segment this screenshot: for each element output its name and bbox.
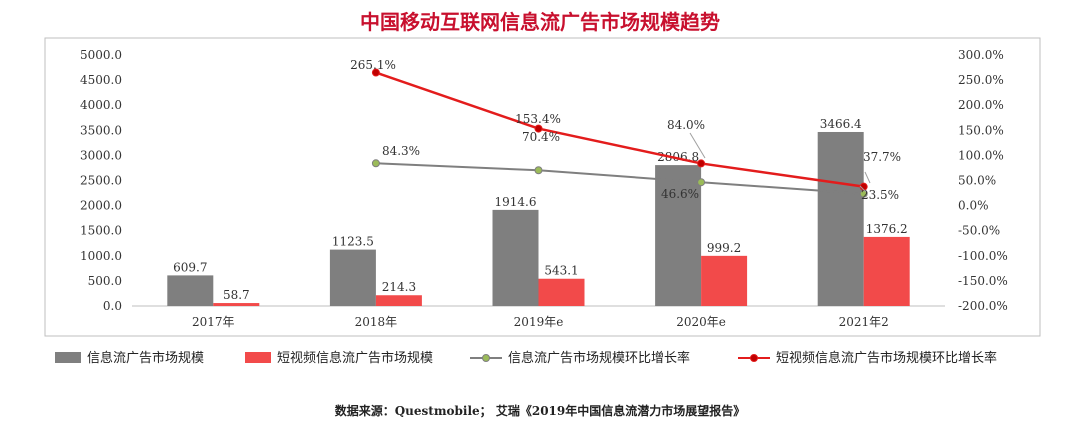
line-value-label: 84.3% — [382, 144, 420, 158]
right-axis-tick-label: -150.0% — [958, 274, 1008, 288]
label-leader-line — [689, 132, 706, 159]
bar-short-video — [863, 236, 910, 306]
bar-feed-ad — [817, 131, 864, 306]
label-leader-line — [864, 171, 871, 184]
bar-feed-ad — [655, 165, 702, 306]
legend-swatch — [245, 352, 271, 363]
legend-marker — [482, 354, 490, 362]
bar-feed-ad — [167, 275, 214, 306]
legend-label: 短视频信息流广告市场规模环比增长率 — [776, 350, 997, 366]
left-axis-tick-label: 4500.0 — [80, 73, 122, 87]
bar-value-label: 999.2 — [707, 241, 741, 255]
bar-short-video — [701, 255, 748, 306]
left-axis-tick-label: 0.0 — [103, 299, 122, 313]
legend-swatch — [55, 352, 81, 363]
line-feed-ad-growth — [375, 162, 864, 195]
left-axis-tick-label: 3000.0 — [80, 148, 122, 162]
bar-short-video — [375, 295, 422, 306]
label-leader-line — [859, 185, 867, 193]
left-axis-tick-label: 2500.0 — [80, 174, 122, 188]
line-value-label: 84.0% — [667, 118, 705, 132]
line-value-label: 23.5% — [861, 188, 899, 202]
left-axis-tick-label: 3500.0 — [80, 123, 122, 137]
bar-feed-ad — [329, 249, 376, 306]
bar-value-label: 3466.4 — [820, 117, 862, 131]
bar-value-label: 58.7 — [223, 288, 250, 302]
right-axis-tick-label: 200.0% — [958, 98, 1004, 112]
line-value-label: 265.1% — [350, 58, 396, 72]
line-point — [534, 166, 543, 175]
line-point — [371, 68, 380, 77]
bar-value-label: 214.3 — [382, 280, 416, 294]
line-value-label: 46.6% — [661, 187, 699, 201]
left-axis-tick-label: 1000.0 — [80, 249, 122, 263]
left-axis-tick-label: 2000.0 — [80, 199, 122, 213]
right-axis-tick-label: 300.0% — [958, 48, 1004, 62]
right-axis-tick-label: 0.0% — [958, 199, 989, 213]
left-axis-tick-label: 500.0 — [88, 274, 122, 288]
bar-value-label: 1376.2 — [866, 222, 908, 236]
line-value-label: 153.4% — [515, 112, 561, 126]
line-value-label: 37.7% — [863, 150, 901, 164]
bar-value-label: 1914.6 — [495, 195, 537, 209]
legend-label: 短视频信息流广告市场规模 — [277, 350, 433, 366]
bar-value-label: 543.1 — [544, 264, 578, 278]
left-axis-tick-label: 4000.0 — [80, 98, 122, 112]
line-point — [534, 124, 543, 133]
category-label: 2021年2 — [839, 315, 889, 329]
right-axis-tick-label: 50.0% — [958, 174, 996, 188]
line-point — [697, 178, 706, 187]
bar-value-label: 1123.5 — [332, 235, 374, 249]
right-axis-tick-label: -200.0% — [958, 299, 1008, 313]
right-axis-tick-label: -50.0% — [958, 224, 1000, 238]
left-axis-tick-label: 5000.0 — [80, 48, 122, 62]
category-label: 2017年 — [192, 315, 235, 329]
left-axis-tick-label: 1500.0 — [80, 224, 122, 238]
line-point — [697, 159, 706, 168]
bar-short-video — [213, 303, 260, 306]
right-axis-tick-label: 250.0% — [958, 73, 1004, 87]
legend-label: 信息流广告市场规模 — [87, 350, 204, 366]
chart-title: 中国移动互联网信息流广告市场规模趋势 — [360, 10, 720, 34]
right-axis-tick-label: 150.0% — [958, 123, 1004, 137]
legend-marker — [750, 354, 758, 362]
bar-short-video — [538, 278, 585, 306]
right-axis-tick-label: 100.0% — [958, 148, 1004, 162]
line-short-video-growth — [375, 71, 864, 188]
source-note: 数据来源：Questmobile； 艾瑞《2019年中国信息流潜力市场展望报告》 — [334, 404, 746, 418]
legend-label: 信息流广告市场规模环比增长率 — [508, 350, 690, 366]
line-point — [371, 159, 380, 168]
plot-frame — [44, 37, 1041, 337]
category-label: 2018年 — [355, 315, 398, 329]
line-value-label: 70.4% — [522, 130, 560, 144]
bar-feed-ad — [492, 209, 539, 306]
right-axis-tick-label: -100.0% — [958, 249, 1008, 263]
bar-value-label: 609.7 — [173, 260, 207, 274]
category-label: 2019年e — [514, 315, 564, 329]
category-label: 2020年e — [676, 315, 726, 329]
